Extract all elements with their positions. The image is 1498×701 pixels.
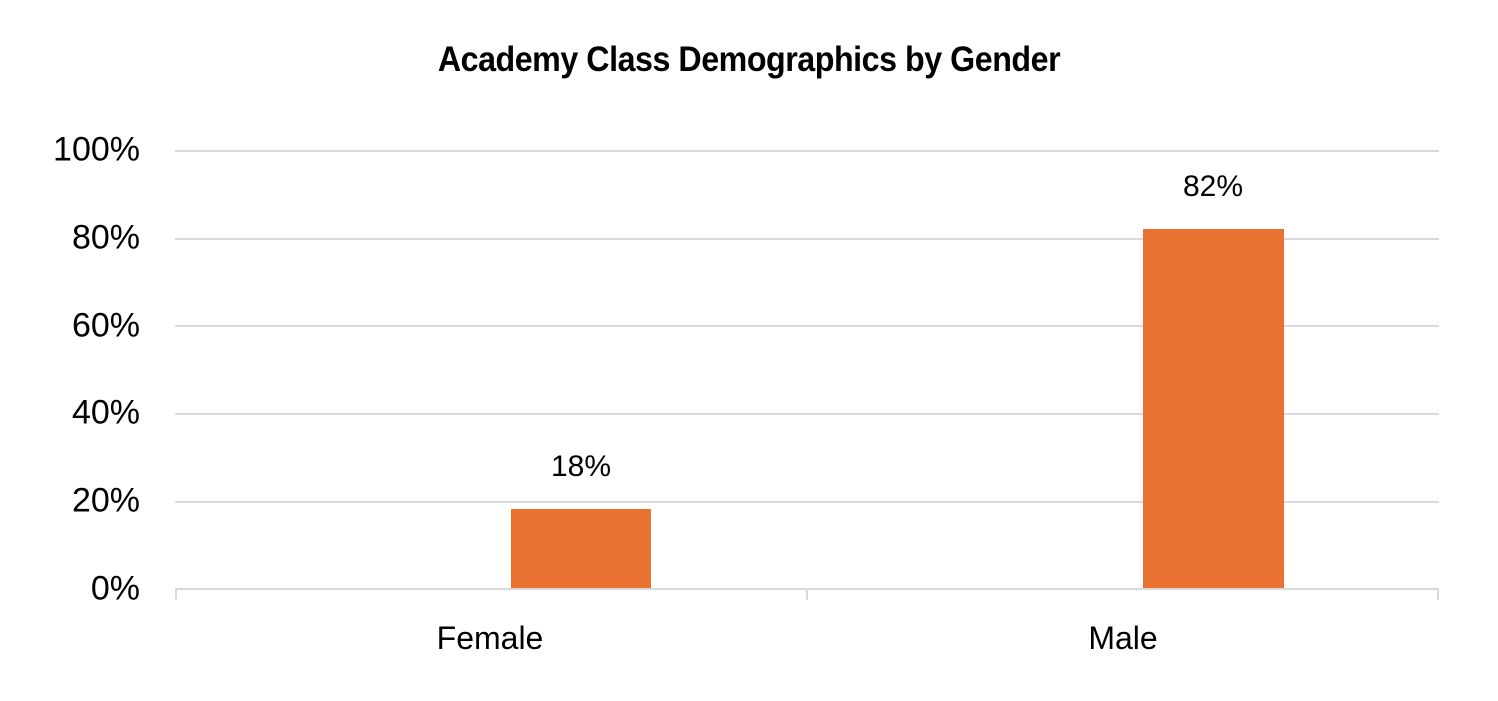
data-label-male: 82%: [1182, 170, 1244, 203]
x-category-label-male: Male: [1088, 620, 1158, 656]
y-tick-label: 40%: [71, 393, 140, 432]
y-tick-label: 60%: [71, 306, 140, 345]
gridline: [175, 238, 1439, 240]
bar-male: [1143, 228, 1284, 588]
plot-area: 18% 82%: [175, 150, 1439, 600]
x-tick-mark: [175, 588, 177, 600]
x-category-label-female: Female: [436, 620, 544, 656]
y-tick-label: 0%: [90, 569, 140, 608]
gridline: [175, 501, 1439, 503]
x-tick-mark: [1437, 588, 1439, 600]
y-tick-label: 20%: [71, 481, 140, 520]
gridline: [175, 325, 1439, 327]
gridline: [175, 150, 1439, 152]
y-tick-label: 100%: [53, 130, 140, 169]
chart-title: Academy Class Demographics by Gender: [437, 40, 1061, 79]
gridline: [175, 413, 1439, 415]
y-tick-label: 80%: [71, 218, 140, 257]
bar-female: [511, 509, 651, 588]
data-label-female: 18%: [550, 450, 612, 483]
x-tick-mark: [806, 588, 808, 600]
